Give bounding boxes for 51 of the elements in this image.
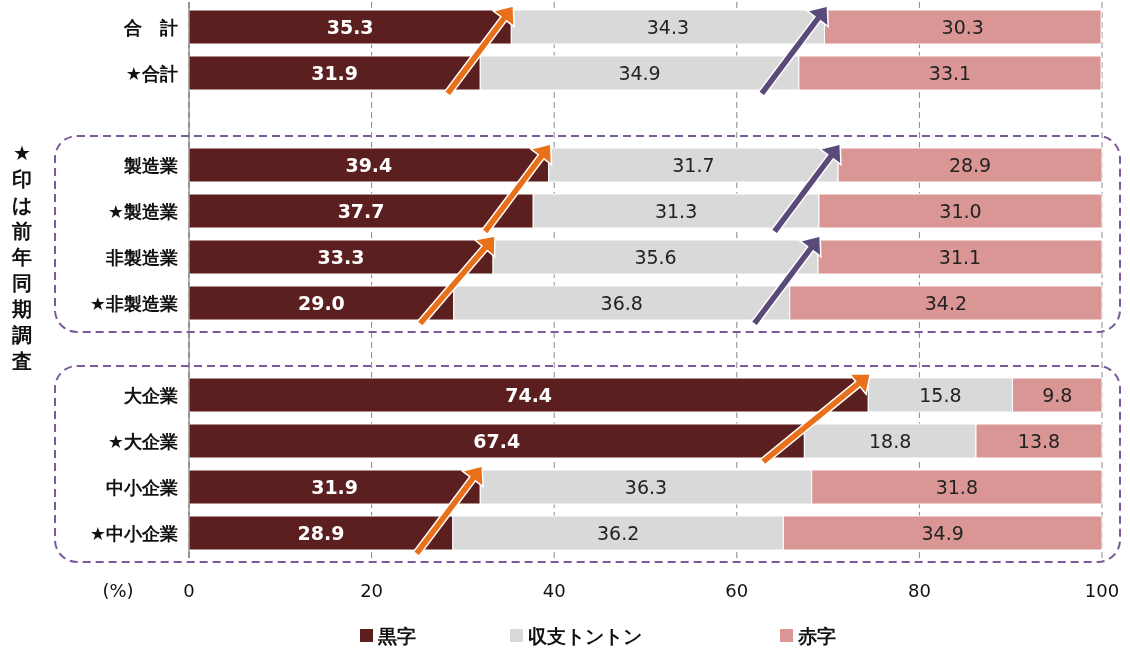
legend-label: 赤字	[797, 625, 836, 647]
legend-label: 黒字	[377, 625, 416, 647]
y-tick-label: 非製造業	[105, 247, 178, 268]
y-tick-label: 中小企業	[106, 477, 178, 498]
data-label: 35.6	[634, 246, 677, 268]
text: ★印は前年同期調査	[12, 141, 32, 373]
x-tick-label: 40	[542, 580, 566, 601]
data-label: 34.2	[924, 292, 968, 314]
data-label: 31.1	[938, 246, 982, 268]
data-label: 9.8	[1042, 384, 1073, 406]
y-tick-label: ★製造業	[107, 201, 178, 222]
y-tick-label: ★非製造業	[89, 293, 178, 314]
data-label: 36.3	[624, 476, 668, 498]
data-label: 33.1	[928, 62, 972, 84]
y-tick-label: ★合計	[125, 63, 178, 84]
data-label: 36.8	[600, 292, 643, 314]
x-tick-label: 60	[725, 580, 749, 601]
data-label: 34.9	[921, 522, 964, 544]
data-label: 30.3	[941, 16, 984, 38]
x-tick-label: 100	[1084, 580, 1120, 601]
x-tick-label: 0	[183, 580, 195, 601]
data-label: 36.2	[596, 522, 640, 544]
data-label: 37.7	[337, 200, 385, 222]
data-label: 18.8	[869, 430, 912, 452]
legend-label: 収支トントン	[528, 625, 642, 647]
data-label: 31.8	[935, 476, 978, 498]
x-tick-label: 20	[360, 580, 384, 601]
data-label: 28.9	[297, 522, 345, 544]
y-tick-label: 製造業	[123, 155, 178, 176]
data-label: 67.4	[473, 430, 521, 452]
data-label: 28.9	[948, 154, 992, 176]
data-label: 13.8	[1017, 430, 1061, 452]
y-tick-label: 大企業	[123, 385, 178, 406]
data-label: 35.3	[326, 16, 374, 38]
data-label: 34.9	[618, 62, 661, 84]
data-label: 31.7	[672, 154, 715, 176]
y-tick-label: ★大企業	[107, 431, 178, 452]
data-label: 31.9	[311, 62, 359, 84]
data-label: 34.3	[646, 16, 690, 38]
x-tick-label: 80	[907, 580, 931, 601]
data-label: 31.3	[654, 200, 698, 222]
x-axis-title: (%)	[102, 580, 134, 601]
y-tick-label: 合 計	[123, 17, 178, 38]
data-label: 29.0	[297, 292, 345, 314]
data-label: 74.4	[505, 384, 553, 406]
y-tick-label: ★中小企業	[89, 523, 178, 544]
data-label: 39.4	[345, 154, 393, 176]
data-label: 31.9	[311, 476, 359, 498]
data-label: 33.3	[317, 246, 365, 268]
data-label: 31.0	[939, 200, 982, 222]
data-label: 15.8	[919, 384, 962, 406]
